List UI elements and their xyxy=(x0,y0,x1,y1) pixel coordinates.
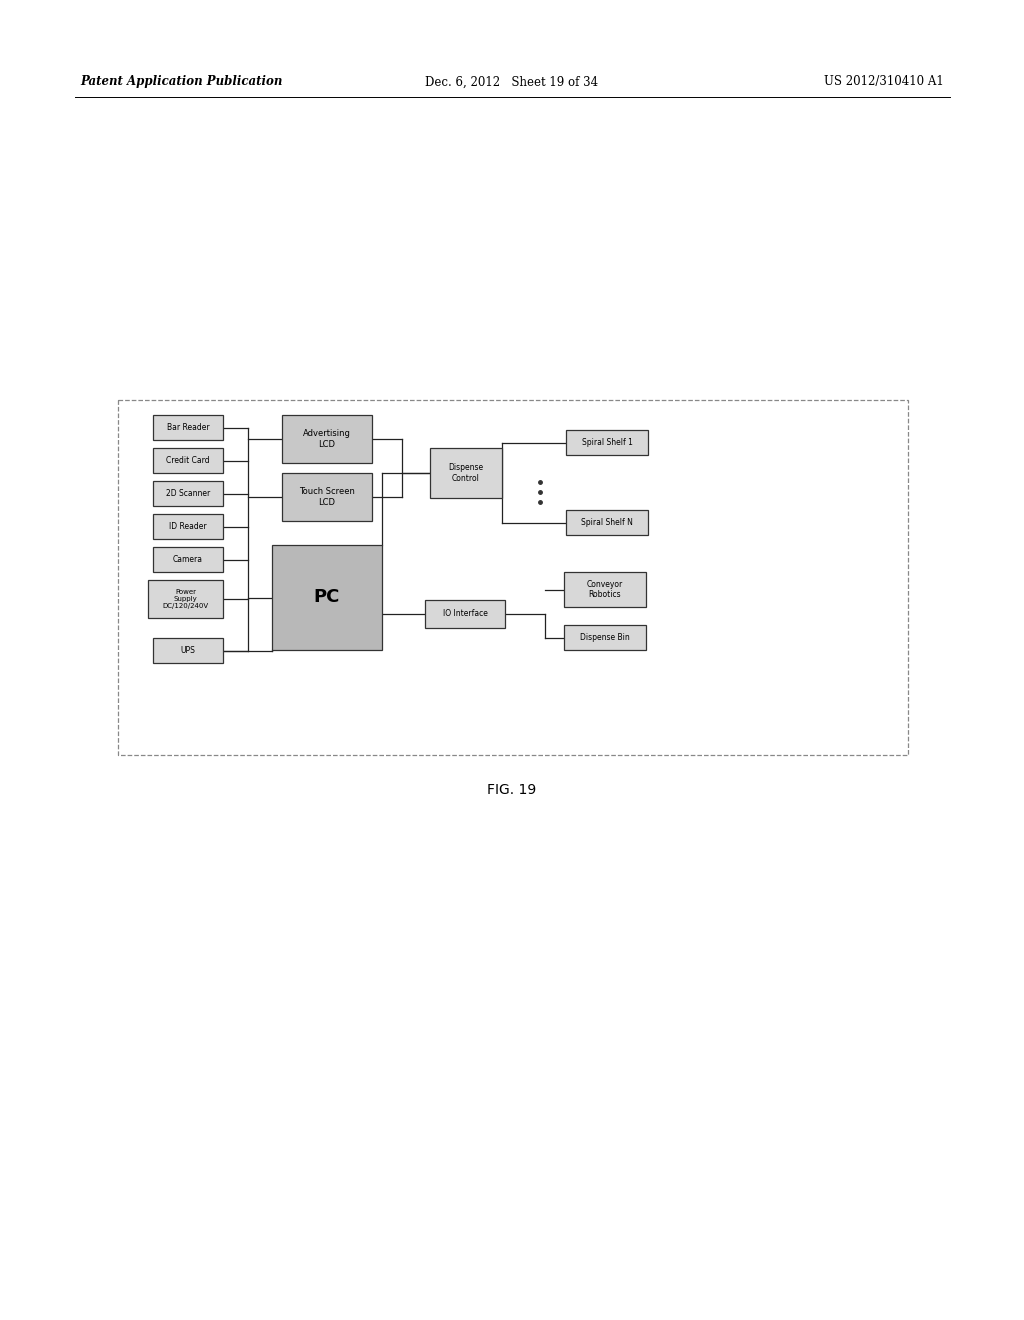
Bar xyxy=(272,545,382,649)
Bar xyxy=(148,579,223,618)
Bar xyxy=(153,414,223,440)
Text: UPS: UPS xyxy=(180,645,196,655)
Text: PC: PC xyxy=(313,589,340,606)
Text: Bar Reader: Bar Reader xyxy=(167,422,209,432)
Text: Conveyor
Robotics: Conveyor Robotics xyxy=(587,579,624,599)
Bar xyxy=(153,638,223,663)
Text: ID Reader: ID Reader xyxy=(169,521,207,531)
Bar xyxy=(153,546,223,572)
Bar xyxy=(153,480,223,506)
Bar xyxy=(566,430,648,455)
Text: Touch Screen
LCD: Touch Screen LCD xyxy=(299,487,355,507)
Bar xyxy=(153,447,223,473)
Text: 2D Scanner: 2D Scanner xyxy=(166,488,210,498)
Bar xyxy=(118,400,908,755)
Bar xyxy=(564,624,646,649)
Bar xyxy=(425,601,505,628)
Text: Dispense
Control: Dispense Control xyxy=(449,463,483,483)
Text: Advertising
LCD: Advertising LCD xyxy=(303,429,351,449)
Text: FIG. 19: FIG. 19 xyxy=(487,783,537,797)
Text: IO Interface: IO Interface xyxy=(442,610,487,619)
Text: Dispense Bin: Dispense Bin xyxy=(581,634,630,642)
Text: Power
Supply
DC/120/240V: Power Supply DC/120/240V xyxy=(163,589,209,609)
Text: Spiral Shelf N: Spiral Shelf N xyxy=(581,517,633,527)
Text: Patent Application Publication: Patent Application Publication xyxy=(80,75,283,88)
Bar xyxy=(564,572,646,607)
Text: Camera: Camera xyxy=(173,554,203,564)
Bar xyxy=(282,414,372,463)
Text: Dec. 6, 2012   Sheet 19 of 34: Dec. 6, 2012 Sheet 19 of 34 xyxy=(425,75,599,88)
Text: US 2012/310410 A1: US 2012/310410 A1 xyxy=(824,75,944,88)
Bar xyxy=(153,513,223,539)
Text: Spiral Shelf 1: Spiral Shelf 1 xyxy=(582,438,633,447)
Bar xyxy=(282,473,372,521)
Bar xyxy=(430,447,502,498)
Text: Credit Card: Credit Card xyxy=(166,455,210,465)
Bar xyxy=(566,510,648,535)
